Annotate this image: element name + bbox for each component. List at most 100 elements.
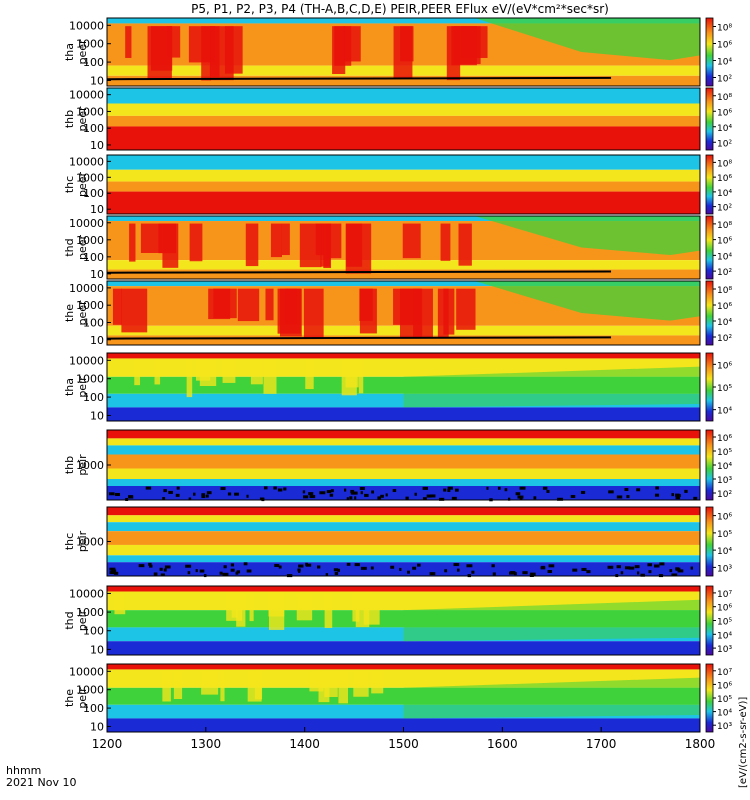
panel-label-probe: the	[63, 304, 76, 322]
heatmap-cell	[246, 494, 249, 498]
panel-thb-peer: 10 100 1000 10000 thb peer 10² 10⁴ 10⁶ 10⁸	[63, 87, 732, 152]
heatmap-band	[107, 544, 700, 556]
heatmap-cell	[140, 223, 163, 253]
heatmap-cell	[344, 488, 347, 492]
heatmap-cell	[173, 670, 183, 699]
heatmap-cell	[655, 486, 659, 490]
panel-label-probe: thd	[63, 611, 76, 629]
heatmap-cell	[608, 490, 614, 494]
heatmap-cell	[318, 670, 330, 703]
heatmap-region	[403, 366, 700, 408]
colorbar	[705, 663, 714, 733]
heatmap-cell	[417, 563, 421, 567]
heatmap-cell	[176, 486, 180, 490]
heatmap-cell	[407, 570, 410, 574]
heatmap-cell	[333, 568, 339, 572]
panel-label-instrument: peir	[76, 687, 89, 709]
panel-label-probe: thb	[63, 456, 76, 474]
heatmap-cell	[302, 490, 306, 494]
heatmap-cell	[390, 565, 395, 569]
heatmap-cell	[265, 288, 274, 321]
heatmap-cell	[121, 288, 148, 333]
heatmap-band	[107, 335, 700, 345]
heatmap-band	[107, 18, 700, 24]
heatmap	[106, 18, 700, 86]
heatmap-cell	[162, 497, 166, 501]
heatmap-cell	[540, 566, 546, 570]
heatmap-cell	[456, 288, 476, 330]
heatmap-cell	[109, 567, 116, 571]
heatmap-region	[403, 677, 700, 719]
y-tick-label: 10000	[69, 19, 104, 32]
heatmap-cell	[308, 492, 314, 496]
heatmap-band	[107, 281, 700, 287]
colorbar-tick-label: 10⁵	[717, 530, 732, 540]
heatmap-cell	[283, 487, 287, 491]
panel-tha-peir: 10 100 1000 10000 tha peir 10⁴ 10⁵ 10⁶	[63, 352, 732, 422]
heatmap-cell	[220, 670, 225, 702]
y-tick-label: 10000	[69, 155, 104, 168]
colorbar-tick-label: 10⁴	[717, 124, 732, 134]
heatmap-cell	[690, 566, 694, 570]
heatmap-cell	[195, 359, 211, 381]
panel-thd-peir: 10 100 1000 10000 thd peir 10³ 10⁴ 10⁵ 10⁶ 10⁷	[63, 585, 732, 656]
heatmap-line	[106, 270, 612, 274]
heatmap-cell	[332, 26, 346, 75]
colorbar	[705, 352, 714, 422]
heatmap-band	[107, 507, 700, 516]
heatmap	[107, 507, 700, 578]
heatmap-cell	[515, 492, 521, 496]
heatmap-cell	[270, 223, 282, 258]
heatmap-cell	[334, 571, 339, 575]
heatmap	[106, 216, 700, 279]
heatmap-cell	[675, 567, 680, 571]
heatmap-cell	[634, 565, 640, 569]
heatmap-cell	[246, 569, 252, 573]
heatmap-cell	[219, 571, 223, 575]
colorbar	[705, 17, 714, 87]
heatmap-cell	[675, 493, 680, 497]
panel-frame	[106, 87, 701, 151]
heatmap-cell	[370, 566, 374, 570]
y-tick-label: 10000	[69, 665, 104, 678]
heatmap-cell	[360, 491, 363, 495]
heatmap-cell	[580, 490, 586, 494]
heatmap-cell	[199, 569, 205, 573]
colorbar-tick-label: 10³	[717, 722, 732, 732]
heatmap-cell	[129, 223, 136, 262]
heatmap-cell	[305, 562, 308, 566]
heatmap-cell	[254, 670, 263, 700]
y-tick-label: 10	[90, 334, 104, 347]
panel-label-probe: the	[63, 689, 76, 707]
heatmap-cell	[201, 493, 206, 497]
heatmap-cell	[206, 491, 212, 495]
heatmap-cell	[444, 569, 448, 573]
heatmap-cell	[226, 592, 242, 621]
y-tick-label: 1000	[76, 171, 104, 184]
heatmap-band	[107, 88, 700, 104]
heatmap-cell	[447, 488, 451, 492]
x-tick-label: 1800	[685, 737, 716, 751]
panel-label-instrument: peer	[76, 106, 89, 132]
colorbar-tick-label: 10⁶	[717, 361, 732, 371]
heatmap-cell	[319, 491, 326, 495]
heatmap-cell	[281, 223, 290, 256]
heatmap-cell	[195, 569, 198, 573]
heatmap-band	[107, 454, 700, 469]
heatmap-cell	[547, 569, 553, 573]
heatmap-cell	[581, 567, 587, 571]
panel-label-probe: thd	[63, 238, 76, 256]
y-tick-label: 10000	[69, 282, 104, 295]
heatmap-cell	[162, 670, 171, 702]
heatmap-cell	[303, 495, 309, 499]
heatmap-cell	[309, 495, 316, 499]
heatmap-cell	[624, 488, 629, 492]
heatmap-band	[107, 468, 700, 479]
colorbar-tick-label: 10²	[717, 490, 732, 500]
heatmap-cell	[422, 497, 427, 501]
heatmap-cell	[510, 571, 516, 575]
heatmap-cell	[637, 571, 640, 575]
heatmap-cell	[297, 568, 301, 572]
colorbar-tick-label: 10⁸	[717, 159, 732, 169]
heatmap-cell	[363, 592, 380, 625]
